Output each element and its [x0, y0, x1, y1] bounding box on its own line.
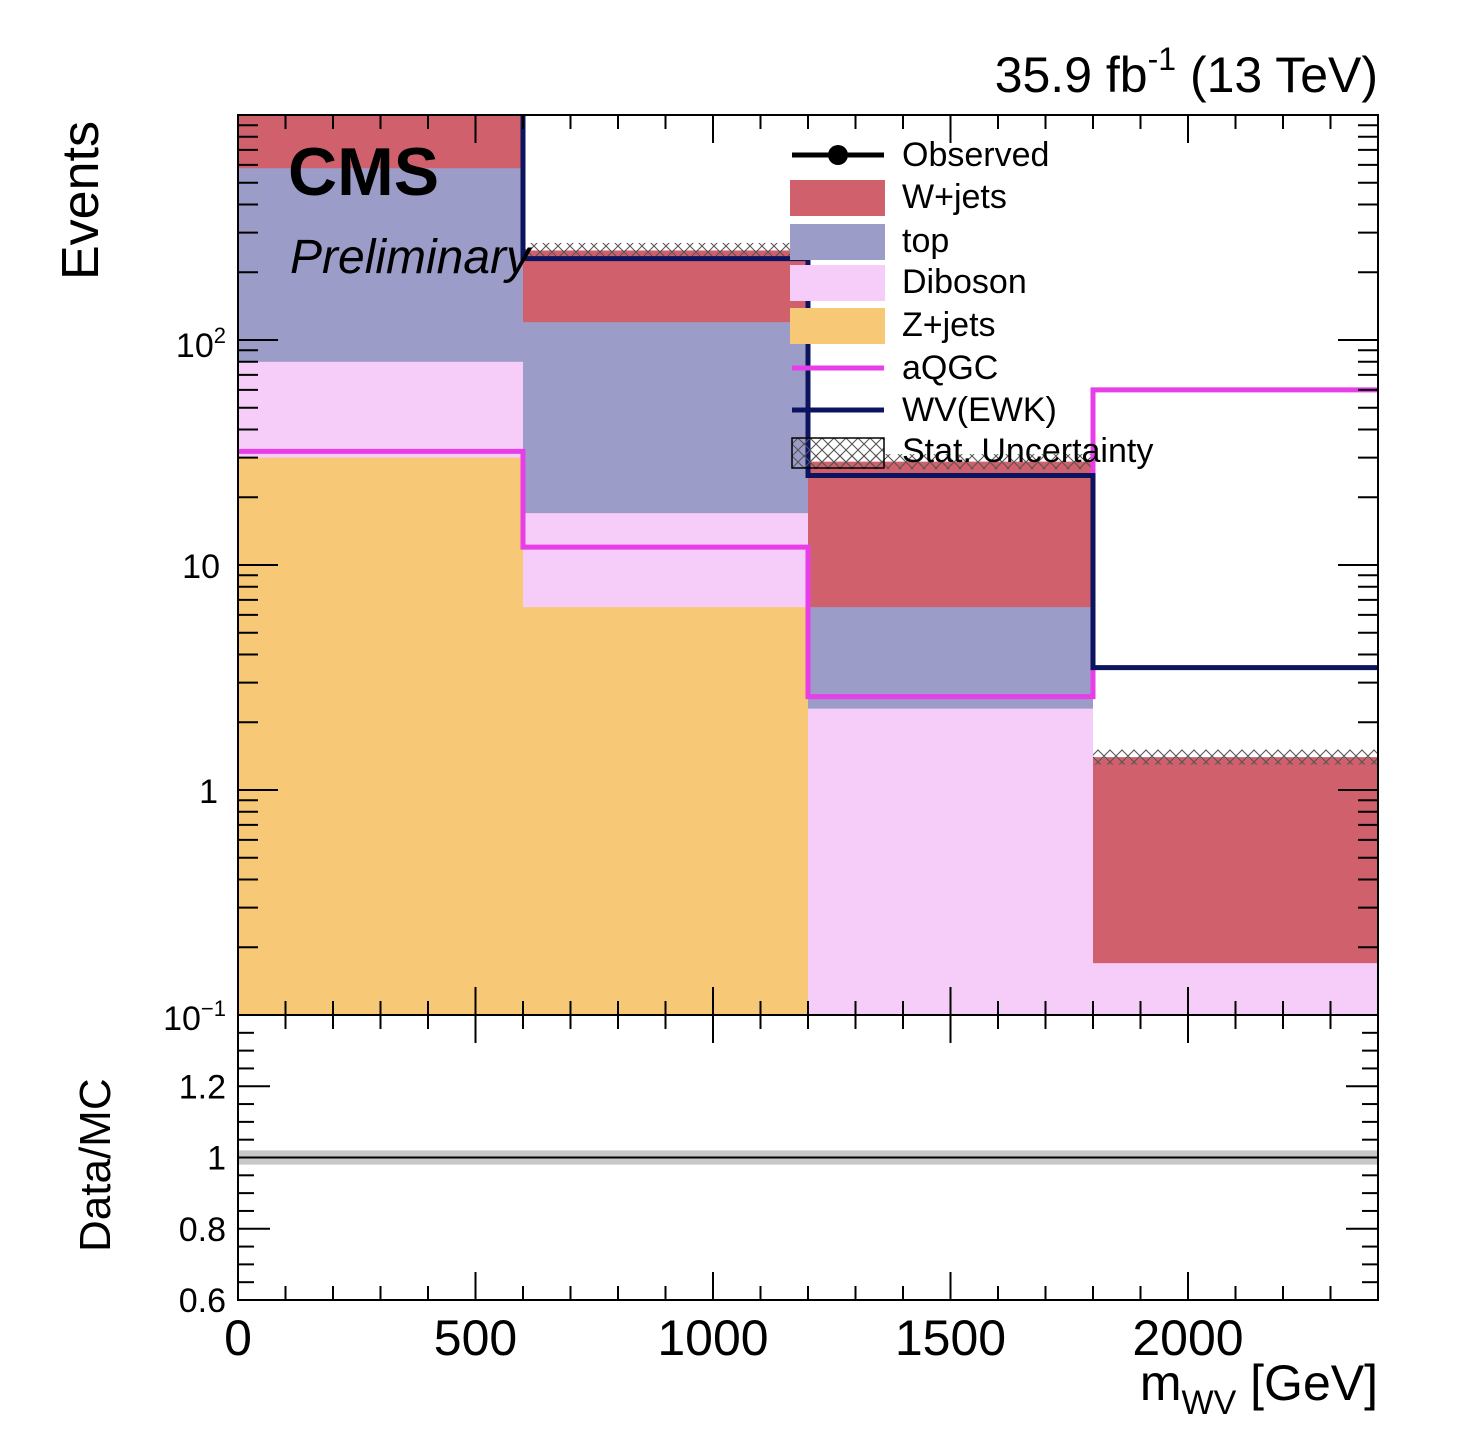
x-tick-label: 500 — [434, 1310, 517, 1366]
y-axis-title-events: Events — [52, 121, 110, 280]
ratio-panel-ticks: 0 500 1000 1500 2000 0.6 0.8 1 1.2 — [179, 1014, 1379, 1366]
x-tick-label: 1500 — [895, 1310, 1006, 1366]
legend-item-wjets: W+jets — [790, 178, 1007, 216]
ratio-y-tick-label: 0.6 — [179, 1282, 226, 1320]
bar-zjets-bin-0 — [238, 457, 523, 1015]
svg-text:top: top — [902, 222, 949, 260]
ratio-y-tick-label: 1.2 — [179, 1068, 226, 1106]
legend-item-zjets: Z+jets — [790, 306, 996, 344]
ratio-y-tick-label: 1 — [207, 1140, 226, 1178]
svg-text:WV(EWK): WV(EWK) — [902, 391, 1057, 429]
preliminary-label: Preliminary — [290, 231, 533, 284]
legend-item-wvewk: WV(EWK) — [792, 391, 1057, 429]
svg-text:aQGC: aQGC — [902, 349, 998, 387]
legend-item-top: top — [790, 222, 949, 260]
stacked-backgrounds — [238, 115, 1378, 1015]
x-tick-label: 0 — [224, 1310, 252, 1366]
aqgc-line — [238, 387, 1378, 700]
legend-item-diboson: Diboson — [790, 263, 1027, 301]
y-tick-label-10: 10 — [182, 548, 220, 586]
y-axis-title-ratio: Data/MC — [71, 1078, 120, 1252]
ratio-panel-content — [238, 1150, 1378, 1165]
x-tick-label: 2000 — [1132, 1310, 1243, 1366]
y-tick-label-1e-1: 10−1 — [163, 996, 226, 1038]
legend: Observed W+jets top Diboson Z+jets aQGC … — [790, 136, 1153, 470]
y-tick-label-1: 1 — [199, 773, 218, 811]
y-tick-label-1e2: 102 — [176, 323, 226, 365]
lumi-label: 35.9 fb-1 (13 TeV) — [995, 41, 1378, 103]
legend-item-observed: Observed — [792, 136, 1049, 174]
bar-zjets-bin-1 — [523, 607, 808, 1015]
stat-uncertainty-bin-3 — [1093, 749, 1378, 765]
legend-item-aqgc: aQGC — [792, 349, 998, 387]
svg-text:Diboson: Diboson — [902, 263, 1027, 301]
cms-label: CMS — [288, 134, 439, 210]
svg-text:W+jets: W+jets — [902, 178, 1007, 216]
svg-text:Stat. Uncertainty: Stat. Uncertainty — [902, 432, 1153, 470]
x-tick-label: 1000 — [657, 1310, 768, 1366]
stat-uncertainty-bin-0 — [238, 63, 523, 78]
x-axis-title: mWV [GeV] — [1140, 1355, 1378, 1422]
svg-text:Z+jets: Z+jets — [902, 306, 996, 344]
legend-item-stat-uncertainty: Stat. Uncertainty — [791, 432, 1153, 470]
stat-uncertainty-bin-1 — [523, 242, 808, 258]
bar-diboson-bin-2 — [808, 708, 1093, 1015]
ratio-y-tick-label: 0.8 — [179, 1211, 226, 1249]
svg-text:Observed: Observed — [902, 136, 1049, 174]
top-panel-ticks — [237, 115, 1379, 1016]
